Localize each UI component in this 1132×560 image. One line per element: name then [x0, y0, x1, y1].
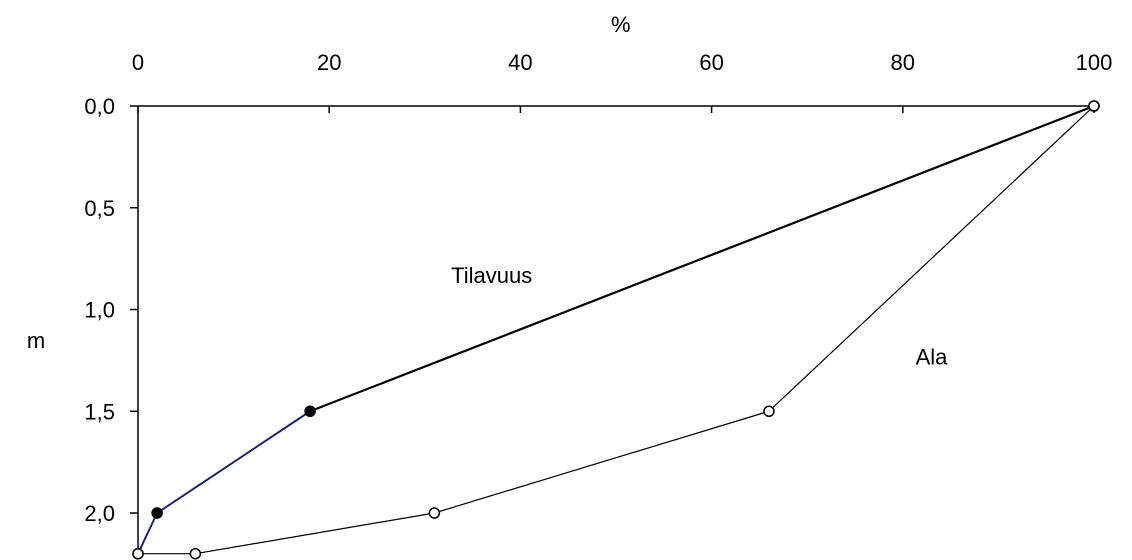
series-line-segment — [137, 512, 159, 555]
annotation-label: Tilavuus — [451, 263, 532, 288]
data-point-open — [132, 547, 144, 560]
x-ticks: 0 20 40 60 80 100 — [132, 50, 1112, 113]
data-point-filled — [304, 405, 316, 417]
x-tick-label: 20 — [317, 50, 341, 75]
x-tick-label: 100 — [1076, 50, 1113, 75]
series-line-segment — [308, 104, 1096, 413]
series-line-segment — [194, 512, 435, 555]
series-line-segment — [433, 410, 770, 514]
y-tick-label: 1,0 — [84, 298, 115, 323]
annotations: Tilavuus Ala — [451, 263, 948, 369]
data-point-open — [1088, 100, 1100, 112]
axes — [137, 105, 1094, 554]
annotation-label: Ala — [916, 344, 949, 369]
data-point-open — [763, 405, 775, 417]
series-line-segment — [156, 410, 312, 514]
series-markers — [132, 100, 1100, 560]
y-ticks: 0,0 0,5 1,0 1,5 2,0 — [84, 94, 138, 526]
x-tick-label: 0 — [132, 50, 144, 75]
data-point-open — [428, 507, 441, 519]
x-tick-label: 60 — [699, 50, 723, 75]
x-tick-label: 40 — [508, 50, 532, 75]
y-tick-label: 2,0 — [84, 501, 115, 526]
series-line-segment — [768, 105, 1095, 412]
data-point-open — [189, 547, 202, 560]
y-axis-title: m — [27, 328, 45, 353]
y-tick-label: 0,0 — [84, 94, 115, 119]
data-point-filled — [151, 507, 163, 519]
y-tick-label: 0,5 — [84, 196, 115, 221]
x-axis-title: % — [611, 12, 631, 37]
series-lines — [137, 104, 1096, 555]
x-tick-label: 80 — [891, 50, 915, 75]
y-tick-label: 1,5 — [84, 399, 115, 424]
